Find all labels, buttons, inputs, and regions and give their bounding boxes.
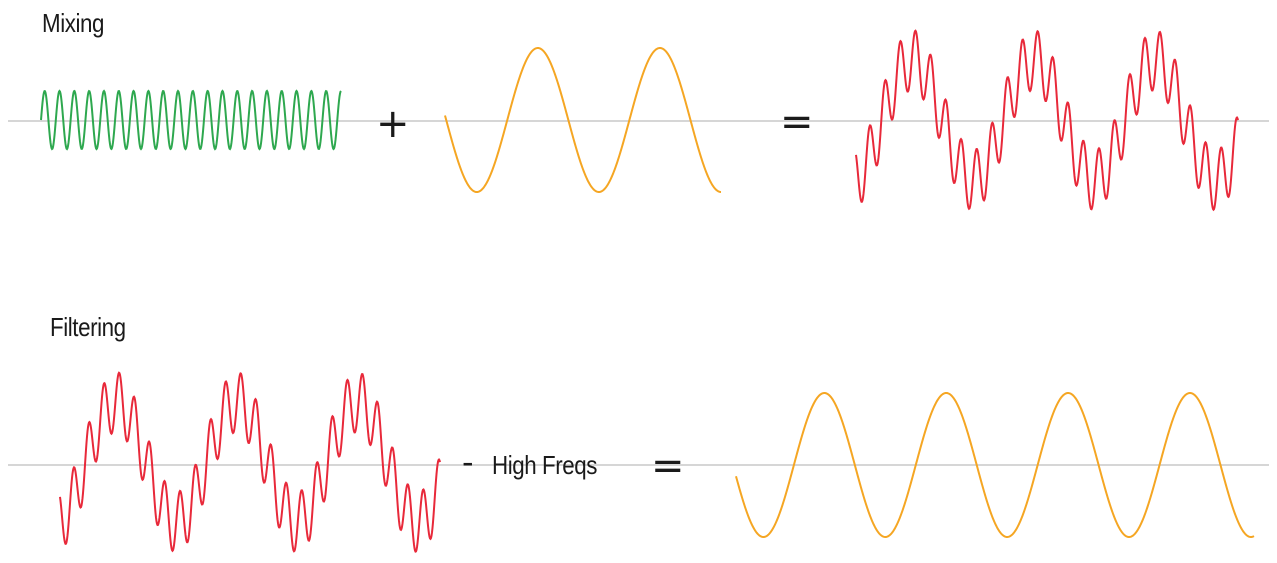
- filtering-equals-sign: =: [651, 443, 685, 489]
- mixing-high-frequency-wave: [40, 89, 342, 151]
- filtering-output-low-frequency-wave: [735, 391, 1255, 539]
- mixing-combined-wave: [855, 29, 1239, 212]
- mixing-title: Mixing: [42, 8, 105, 38]
- minus-sign: -: [462, 443, 474, 481]
- filtering-title: Filtering: [50, 312, 126, 342]
- plus-sign: +: [376, 101, 410, 147]
- high-freqs-label: High Freqs: [492, 450, 598, 480]
- mixing-equals-sign: =: [780, 99, 814, 145]
- filtering-input-combined-wave: [59, 371, 441, 553]
- mixing-low-frequency-wave: [444, 46, 722, 194]
